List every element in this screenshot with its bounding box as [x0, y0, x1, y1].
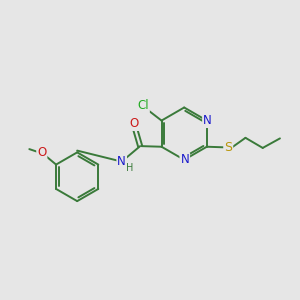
Text: N: N	[180, 153, 189, 166]
Text: N: N	[203, 114, 212, 127]
Text: N: N	[117, 155, 126, 168]
Text: O: O	[130, 117, 139, 130]
Text: Cl: Cl	[137, 99, 149, 112]
Text: O: O	[37, 146, 46, 159]
Text: H: H	[126, 163, 134, 172]
Text: S: S	[224, 141, 232, 154]
